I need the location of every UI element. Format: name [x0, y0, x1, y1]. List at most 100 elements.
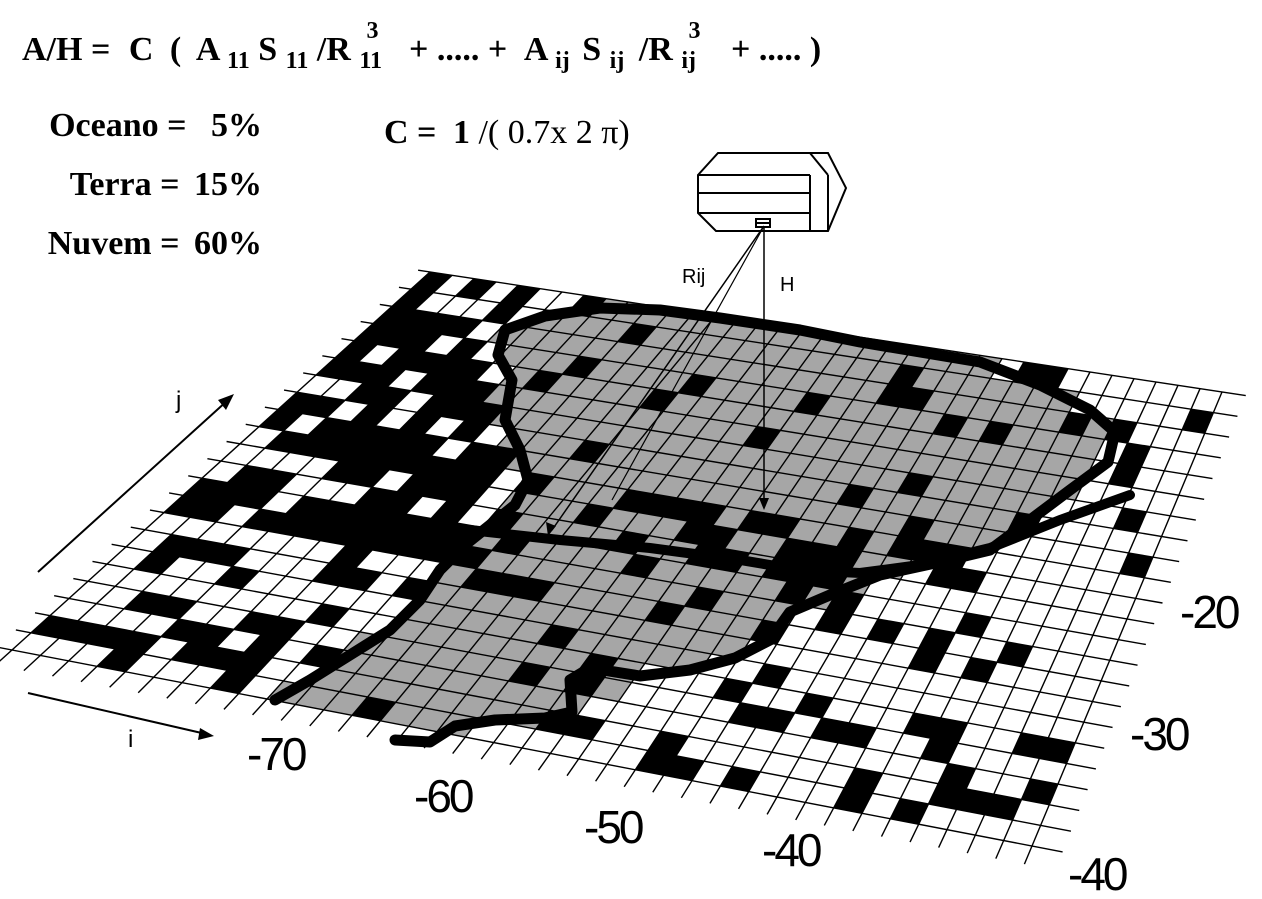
grid-cell-ocean: [791, 649, 830, 674]
grid-cell-land: [803, 415, 841, 438]
grid-cell-cloud: [31, 615, 78, 639]
grid-cell-ocean: [285, 558, 330, 581]
grid-cell-cloud: [752, 663, 792, 689]
i-axis-arrowhead: [198, 728, 214, 740]
grid-cell-cloud: [392, 577, 435, 601]
grid-cell-cloud: [833, 787, 873, 814]
grid-line-i: [766, 361, 1025, 815]
grid-line-j: [207, 457, 1155, 625]
grid-cell-ocean: [934, 652, 971, 678]
grid-cell-ocean: [844, 658, 882, 684]
grid-cell-cloud: [678, 374, 716, 397]
grid-cell-ocean: [216, 629, 262, 653]
grid-cell-ocean: [1026, 581, 1061, 606]
grid-cell-cloud: [866, 619, 904, 644]
grid-cell-ocean: [493, 723, 536, 748]
grid-cell-ocean: [522, 288, 562, 310]
grid-cell-cloud: [441, 398, 483, 421]
grid-cell-land: [753, 344, 790, 367]
grid-cell-land: [572, 316, 612, 339]
grid-cell-ocean: [187, 561, 233, 584]
grid-cell-land: [545, 436, 586, 459]
grid-cell-cloud: [414, 518, 457, 542]
grid-cell-cloud: [447, 482, 489, 505]
grid-cell-ocean: [276, 535, 321, 559]
grid-cell-cloud: [87, 626, 134, 649]
grid-cell-land: [909, 496, 946, 521]
grid-cell-cloud: [908, 648, 945, 673]
grid-cell-ocean: [278, 598, 323, 622]
grid-cell-cloud: [997, 641, 1033, 667]
grid-cell-ocean: [886, 688, 925, 713]
grid-cell-ocean: [88, 564, 134, 587]
grid-cell-cloud: [183, 478, 228, 500]
grid-cell-cloud: [648, 731, 689, 756]
grid-cell-ocean: [940, 588, 976, 613]
grid-cell-ocean: [740, 683, 780, 708]
grid-cell-ocean: [268, 576, 313, 599]
grid-cell-ocean: [488, 468, 530, 491]
grid-cell-land: [798, 350, 835, 374]
grid-cell-ocean: [107, 546, 153, 570]
grid-cell-ocean: [855, 748, 894, 774]
grid-cell-land: [830, 376, 867, 400]
grid-cell-ocean: [1042, 605, 1077, 631]
grid-cell-cloud: [244, 634, 289, 658]
grid-cell-cloud: [188, 624, 234, 648]
grid-line-i: [337, 311, 695, 732]
grid-cell-cloud: [382, 430, 424, 452]
grid-cell-ocean: [1076, 589, 1111, 615]
grid-cell-ocean: [288, 621, 333, 645]
grid-cell-ocean: [944, 632, 981, 658]
grid-cell-land: [969, 484, 1005, 509]
grid-cell-cloud: [214, 566, 259, 589]
grid-cell-land: [561, 418, 601, 441]
grid-cell-ocean: [1016, 601, 1052, 627]
grid-cell-cloud: [350, 404, 394, 426]
grid-cell-ocean: [929, 608, 966, 633]
grid-cell-land: [775, 347, 813, 370]
grid-cell-cloud: [1012, 732, 1049, 759]
grid-cell-land: [598, 508, 639, 532]
grid-cell-ocean: [355, 550, 399, 573]
grid-cell-land: [554, 458, 594, 482]
grid-line-i: [823, 368, 1069, 826]
grid-cell-land: [624, 345, 663, 367]
grid-cell-ocean: [914, 583, 951, 609]
grid-cell-land: [666, 456, 706, 480]
grid-cell-land: [418, 582, 461, 606]
grid-line-i: [995, 388, 1201, 859]
grid-cell-cloud: [455, 278, 496, 300]
grid-cell-ocean: [1004, 687, 1040, 713]
grid-line-i: [252, 301, 629, 716]
grid-cell-cloud: [312, 563, 356, 586]
grid-cell-cloud: [354, 487, 398, 510]
grid-cell-land: [655, 370, 694, 393]
grid-cell-ocean: [126, 529, 172, 552]
i-axis-label: i: [128, 726, 133, 753]
grid-cell-ocean: [1051, 585, 1086, 611]
grid-line-j: [130, 526, 1122, 708]
grid-cell-cloud: [720, 766, 761, 792]
grid-line-j: [245, 423, 1171, 583]
grid-cell-ocean: [948, 743, 985, 769]
grid-line-j: [92, 560, 1105, 749]
grid-cell-land: [585, 359, 625, 382]
grid-cell-cloud: [635, 750, 676, 776]
grid-cell-land: [747, 385, 785, 408]
grid-cell-land: [733, 403, 771, 427]
grid-line-j: [303, 372, 1196, 521]
grid-cell-cloud: [441, 316, 483, 338]
grid-cell-land: [934, 500, 970, 525]
grid-cell-ocean: [1075, 655, 1110, 681]
grid-cell-ocean: [965, 592, 1002, 618]
grid-cell-land: [578, 462, 619, 486]
grid-cell-cloud: [199, 647, 245, 671]
grid-cell-ocean: [221, 443, 265, 466]
grid-cell-cloud: [321, 461, 365, 483]
grid-cell-land: [724, 381, 762, 404]
grid-cell-land: [671, 415, 710, 438]
grid-cell-ocean: [985, 727, 1022, 754]
grid-cell-ocean: [423, 416, 466, 439]
grid-cell-ocean: [202, 461, 247, 483]
